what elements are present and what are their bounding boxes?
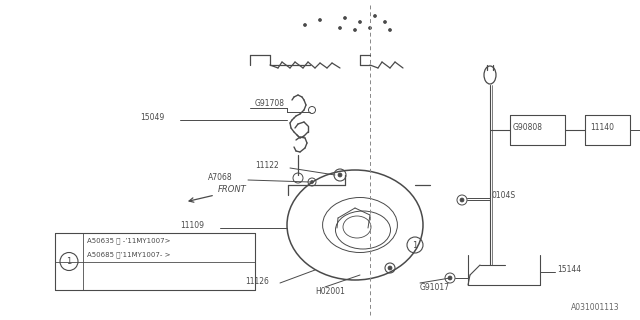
- Text: G90808: G90808: [513, 123, 543, 132]
- Circle shape: [383, 20, 387, 23]
- Text: 0104S: 0104S: [492, 191, 516, 201]
- Circle shape: [388, 266, 392, 270]
- Text: 15049: 15049: [140, 114, 164, 123]
- Circle shape: [303, 23, 307, 27]
- Circle shape: [338, 173, 342, 177]
- Text: G91708: G91708: [255, 100, 285, 108]
- Text: 11126: 11126: [245, 276, 269, 285]
- Text: H02001: H02001: [315, 286, 345, 295]
- Text: 11140: 11140: [590, 123, 614, 132]
- Circle shape: [388, 28, 392, 31]
- Circle shape: [448, 276, 452, 280]
- Text: G91017: G91017: [420, 283, 450, 292]
- Circle shape: [460, 198, 464, 202]
- Circle shape: [374, 14, 376, 18]
- Text: 11122: 11122: [255, 161, 279, 170]
- Circle shape: [319, 19, 321, 21]
- Text: 1: 1: [412, 241, 418, 250]
- Circle shape: [339, 27, 342, 29]
- Circle shape: [353, 28, 356, 31]
- Text: A031001113: A031001113: [572, 303, 620, 313]
- Circle shape: [310, 180, 314, 183]
- Circle shape: [344, 17, 346, 20]
- Text: 15144: 15144: [557, 266, 581, 275]
- Text: 11109: 11109: [180, 221, 204, 230]
- Text: 1: 1: [67, 257, 72, 266]
- Text: A7068: A7068: [208, 173, 232, 182]
- Text: A50635 〈 -’11MY1007>: A50635 〈 -’11MY1007>: [87, 238, 170, 244]
- Text: A50685 〈’11MY1007- >: A50685 〈’11MY1007- >: [87, 252, 170, 258]
- Circle shape: [369, 27, 371, 29]
- Circle shape: [358, 20, 362, 23]
- Text: FRONT: FRONT: [218, 186, 247, 195]
